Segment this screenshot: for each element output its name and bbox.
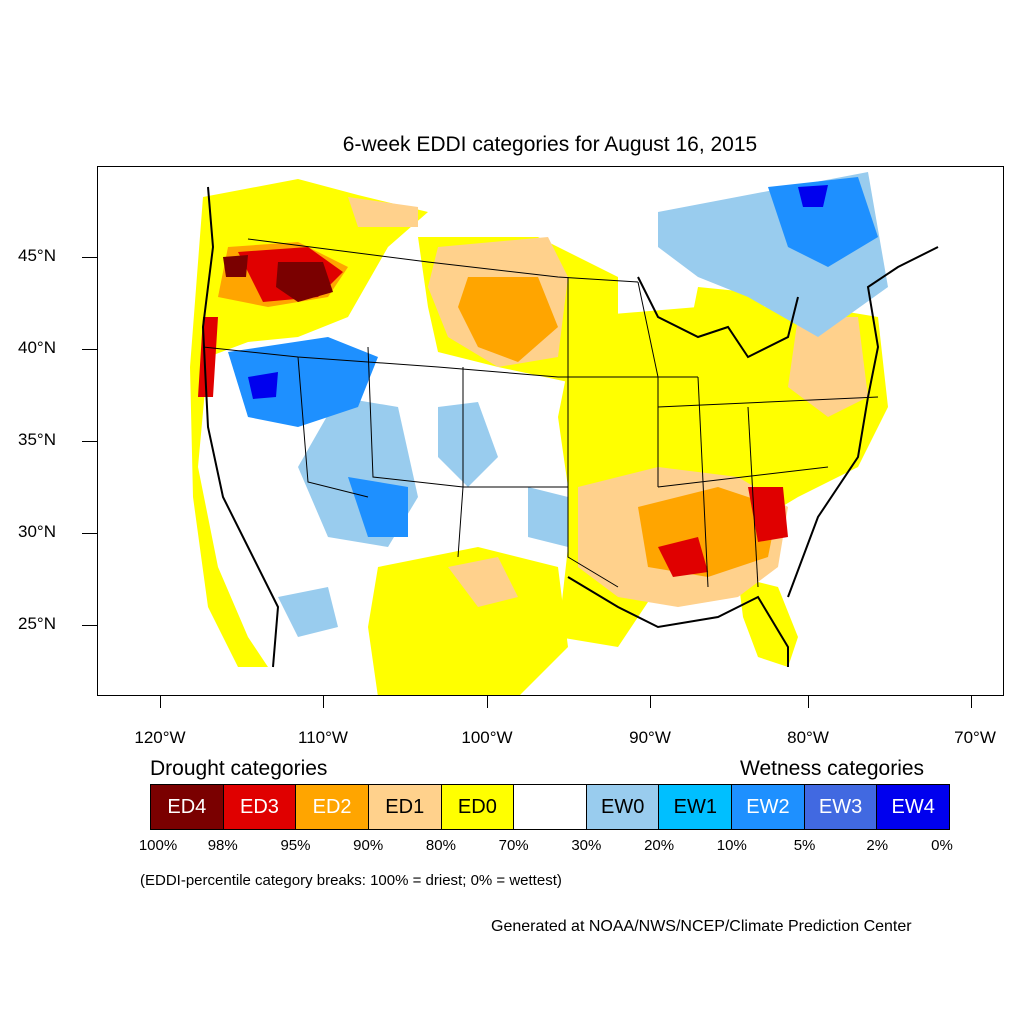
wetness-heading: Wetness categories — [740, 757, 925, 780]
ew0-regions — [278, 172, 888, 637]
lat-label-45: 45°N — [18, 246, 56, 265]
percentile-label: 10% — [716, 837, 747, 854]
lon-tick — [487, 696, 488, 708]
lon-label-90: 90°W — [629, 728, 671, 747]
legend-segment: ED2 — [296, 785, 369, 829]
lat-tick — [82, 441, 97, 442]
drought-heading: Drought categories — [150, 757, 328, 780]
percentile-label: 20% — [644, 837, 675, 854]
lat-tick — [82, 257, 97, 258]
lat-label-25: 25°N — [18, 614, 56, 633]
legend-segment: EW1 — [659, 785, 733, 829]
lon-label-80: 80°W — [787, 728, 829, 747]
lon-label-70: 70°W — [954, 728, 996, 747]
lon-tick — [971, 696, 972, 708]
ew4-regions — [248, 185, 828, 399]
percentile-label: 30% — [571, 837, 602, 854]
legend-segment — [514, 785, 587, 829]
lon-tick — [160, 696, 161, 708]
percentile-label: 5% — [793, 837, 816, 854]
lat-label-40: 40°N — [18, 338, 56, 357]
percentile-label: 98% — [207, 837, 238, 854]
legend-segment: EW3 — [804, 785, 878, 829]
percentile-label: 70% — [498, 837, 529, 854]
lon-tick — [650, 696, 651, 708]
percentile-label: 0% — [931, 837, 953, 854]
lat-tick — [82, 625, 97, 626]
lon-label-100: 100°W — [461, 728, 513, 747]
lon-label-110: 110°W — [298, 728, 348, 747]
ew2-regions — [228, 177, 878, 537]
credit-line: Generated at NOAA/NWS/NCEP/Climate Predi… — [491, 918, 912, 935]
lon-label-120: 120°W — [134, 728, 186, 747]
coastline — [201, 186, 939, 668]
legend-segment: ED4 — [151, 785, 224, 829]
percentile-label: 2% — [866, 837, 889, 854]
percentile-label: 90% — [353, 837, 384, 854]
map-title: 6-week EDDI categories for August 16, 20… — [342, 133, 758, 156]
category-note: (EDDI-percentile category breaks: 100% =… — [140, 872, 562, 889]
ed4-regions — [223, 255, 333, 302]
legend-segment: ED1 — [368, 785, 442, 829]
legend-segment: ED0 — [441, 785, 515, 829]
lat-tick — [82, 533, 97, 534]
legend-segment: EW4 — [877, 785, 950, 829]
legend-colorbar: ED4 ED3 ED2 ED1 ED0 EW0 EW1 EW2 EW3 EW4 — [150, 784, 950, 830]
percentile-label: 95% — [280, 837, 311, 854]
state-borders — [202, 238, 879, 588]
lat-label-30: 30°N — [18, 522, 56, 541]
percentile-label: 80% — [425, 837, 456, 854]
lat-tick — [82, 349, 97, 350]
eddi-map — [97, 166, 1004, 696]
legend-segment: EW0 — [586, 785, 660, 829]
percentile-label: 100% — [138, 837, 178, 854]
lon-tick — [808, 696, 809, 708]
map-canvas — [190, 172, 939, 695]
legend-segment: ED3 — [223, 785, 297, 829]
lat-label-35: 35°N — [18, 430, 56, 449]
lon-tick — [323, 696, 324, 708]
legend-segment: EW2 — [732, 785, 805, 829]
